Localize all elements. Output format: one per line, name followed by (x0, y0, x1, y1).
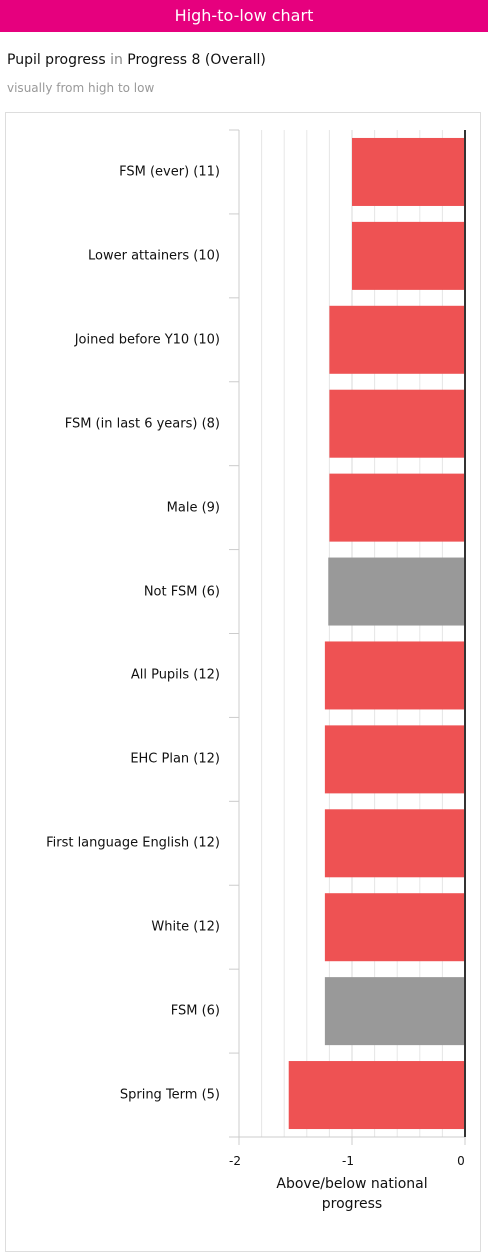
x-tick-label: -1 (342, 1154, 354, 1168)
y-tick-label: Not FSM (6) (143, 584, 220, 600)
chart-title: Pupil progress in Progress 8 (Overall) (7, 52, 266, 68)
y-tick-label: First language English (12) (46, 835, 220, 851)
bar (324, 809, 465, 878)
bar (324, 641, 465, 710)
y-tick-label: FSM (6) (170, 1003, 220, 1019)
title-connector: in (110, 52, 123, 68)
x-axis-label: Above/below national progress (276, 1176, 428, 1212)
bar (324, 725, 465, 794)
y-tick-label: Spring Term (5) (119, 1087, 220, 1103)
bar (352, 221, 465, 290)
chart-subtitle: visually from high to low (7, 81, 155, 95)
x-tick-label: 0 (457, 1154, 465, 1168)
y-tick-label: All Pupils (12) (130, 667, 220, 683)
x-tick-label: -2 (229, 1154, 241, 1168)
bar (324, 893, 465, 962)
title-subject: Progress 8 (Overall) (127, 52, 266, 68)
y-tick-label: FSM (in last 6 years) (8) (64, 416, 220, 432)
bar (329, 473, 465, 542)
bar (288, 1061, 465, 1130)
bar (352, 137, 465, 206)
header-bar: High-to-low chart (0, 0, 488, 32)
bar (329, 389, 465, 458)
y-tick-label: Lower attainers (10) (88, 248, 220, 264)
bar (329, 305, 465, 374)
y-tick-label: Joined before Y10 (10) (74, 332, 220, 348)
title-measure: Pupil progress (7, 52, 106, 68)
y-tick-label: EHC Plan (12) (130, 751, 220, 767)
y-tick-label: Male (9) (166, 500, 220, 516)
y-tick-label: White (12) (151, 919, 220, 935)
y-tick-label: FSM (ever) (11) (119, 164, 220, 180)
bar (324, 977, 465, 1046)
bar (328, 557, 465, 626)
